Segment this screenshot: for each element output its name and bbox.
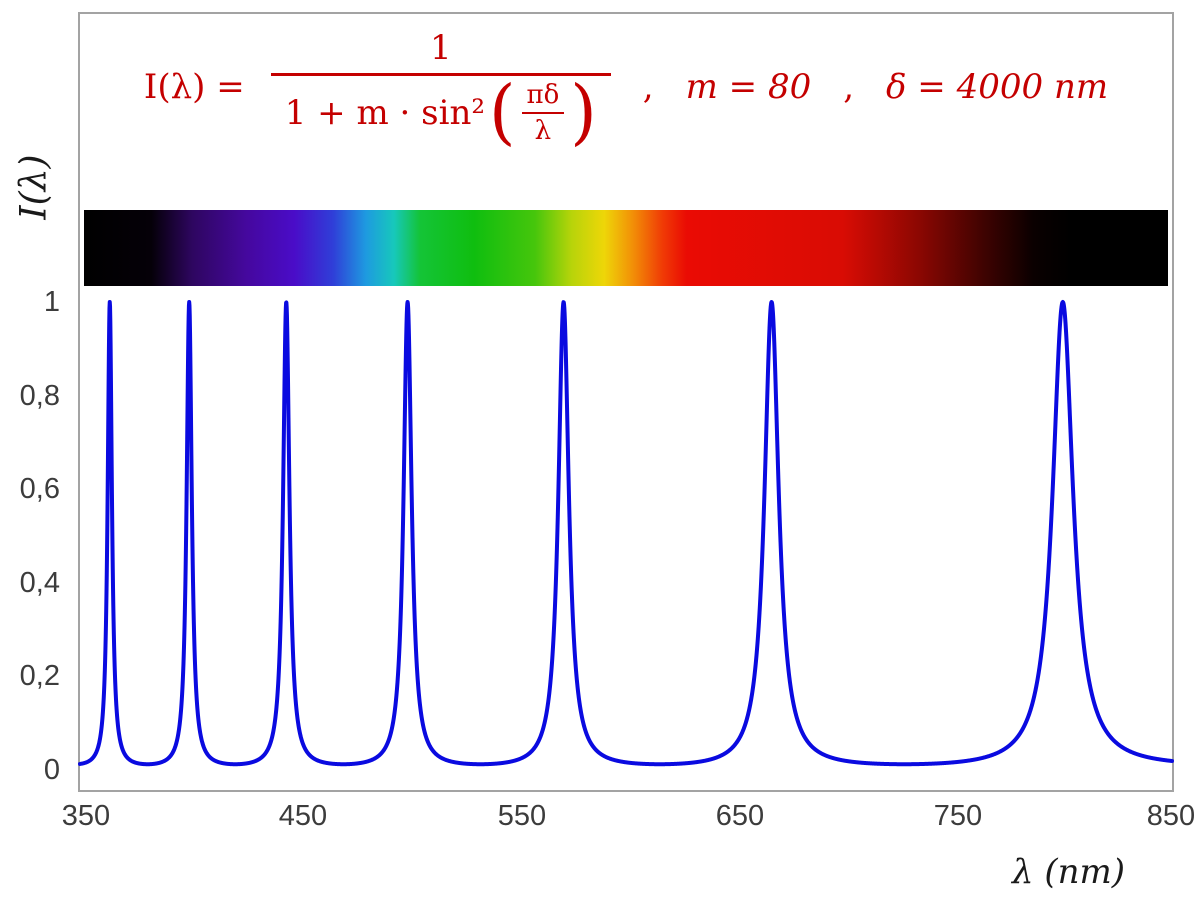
formula-denominator: 1 + m · sin² ( πδ λ ) [270, 71, 611, 155]
y-tick-label: 0,2 [19, 660, 60, 692]
left-paren: ( [488, 71, 516, 155]
formula-param-m: m = 80 [685, 67, 812, 107]
y-tick-label: 0 [43, 754, 60, 786]
formula-separator: , [642, 67, 654, 107]
right-paren: ) [570, 71, 597, 155]
intensity-curve-svg [77, 300, 1175, 767]
inner-fraction-numerator: πδ [521, 80, 565, 114]
spectrum-bar [84, 210, 1168, 286]
formula-param-delta: δ = 4000 nm [886, 67, 1109, 107]
inner-fraction-denominator: λ [534, 116, 552, 146]
plot-area [77, 300, 1175, 770]
intensity-curve [77, 300, 1175, 767]
formula-fraction: 1 1 + m · sin² ( πδ λ ) [270, 28, 611, 155]
plot-frame: I(λ) = 1 1 + m · sin² ( πδ λ ) , m = 80 … [77, 12, 1175, 792]
y-tick-label: 0,8 [19, 380, 60, 412]
formula-separator: , [843, 67, 855, 107]
formula: I(λ) = 1 1 + m · sin² ( πδ λ ) , m = 80 … [80, 28, 1172, 155]
formula-numerator: 1 [429, 28, 452, 68]
x-tick-label: 750 [933, 800, 983, 832]
y-axis-title: I(λ) [13, 154, 55, 220]
inner-fraction: πδ λ [521, 80, 565, 146]
x-tick-label: 650 [715, 800, 765, 832]
y-tick-label: 1 [43, 286, 60, 318]
y-tick-label: 0,4 [19, 567, 60, 599]
y-tick-label: 0,6 [19, 473, 60, 505]
x-tick-label: 550 [497, 800, 547, 832]
x-axis-title: λ (nm) [1012, 852, 1126, 892]
formula-denominator-prefix: 1 + m · sin² [284, 93, 485, 133]
x-tick-label: 450 [278, 800, 328, 832]
x-tick-label: 850 [1146, 800, 1196, 832]
formula-lhs: I(λ) = [143, 67, 245, 107]
x-tick-label: 350 [61, 800, 111, 832]
